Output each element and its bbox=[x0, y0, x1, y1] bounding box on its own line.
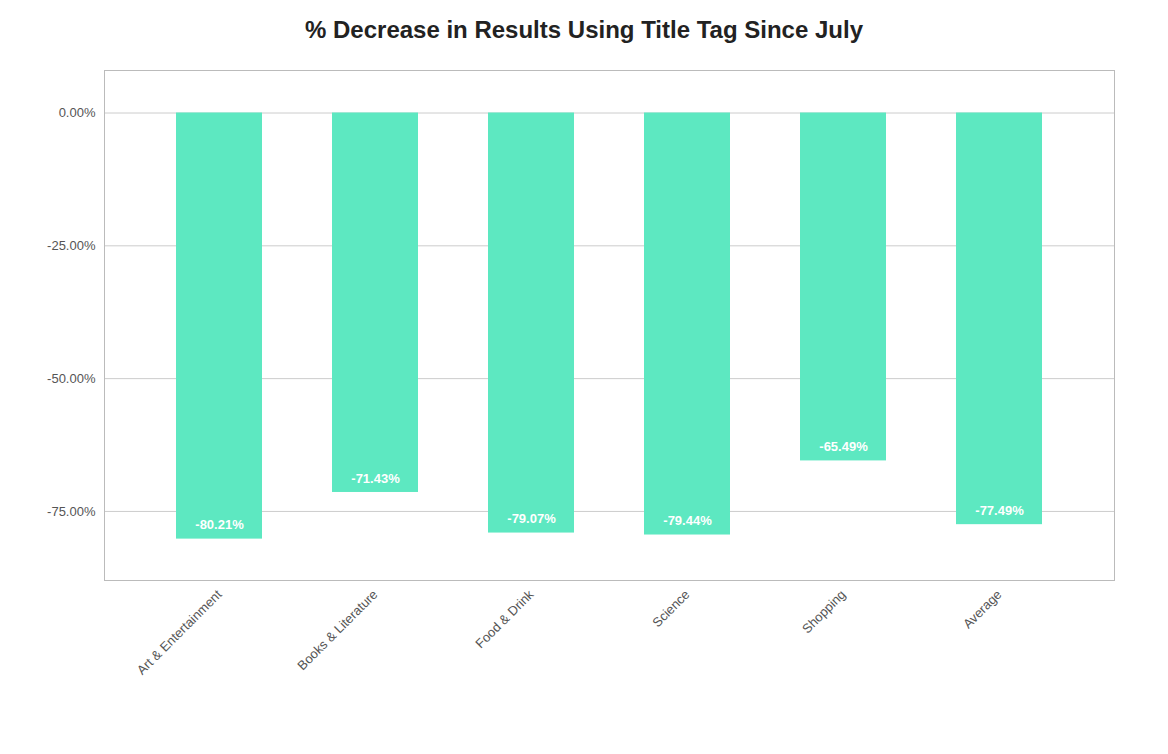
svg-text:-77.49%: -77.49% bbox=[975, 503, 1024, 518]
svg-text:Books & Literature: Books & Literature bbox=[294, 587, 380, 673]
html-text:% Decrease in Results Using Ti: % Decrease in Results Using Title Tag Si… bbox=[305, 16, 863, 43]
svg-text:Science: Science bbox=[649, 587, 692, 630]
svg-text:-25.00%: -25.00% bbox=[47, 238, 96, 253]
svg-text:0.00%: 0.00% bbox=[59, 105, 96, 120]
svg-text:-65.49%: -65.49% bbox=[819, 439, 868, 454]
svg-text:-79.07%: -79.07% bbox=[507, 511, 556, 526]
svg-text:-79.44%: -79.44% bbox=[663, 513, 712, 528]
svg-text:-80.21%: -80.21% bbox=[195, 517, 244, 532]
svg-text:Shopping: Shopping bbox=[799, 587, 848, 636]
svg-text:Food & Drink: Food & Drink bbox=[472, 586, 537, 651]
svg-text:Average: Average bbox=[960, 587, 1005, 632]
svg-text:-50.00%: -50.00% bbox=[47, 371, 96, 386]
svg-text:-75.00%: -75.00% bbox=[47, 504, 96, 519]
svg-text:-71.43%: -71.43% bbox=[351, 471, 400, 486]
svg-text:Art & Entertainment: Art & Entertainment bbox=[134, 587, 225, 678]
